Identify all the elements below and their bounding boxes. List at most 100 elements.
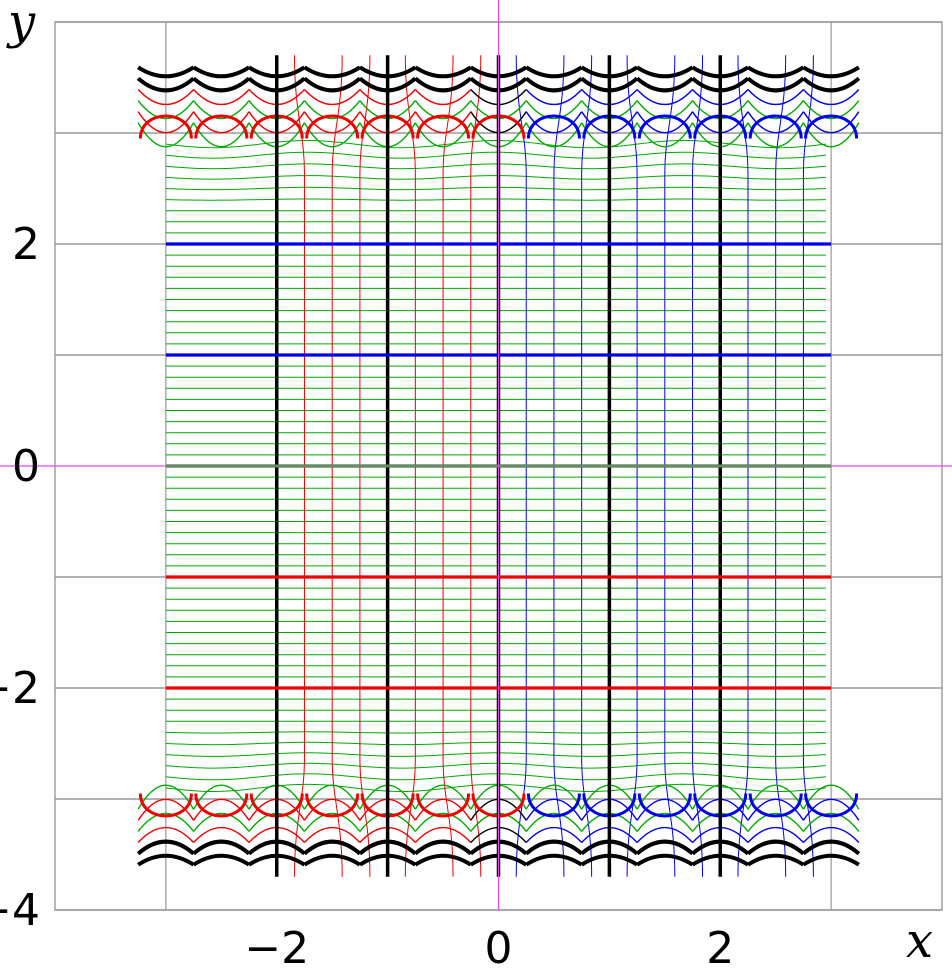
edge-arc — [802, 839, 861, 856]
edge-arc — [192, 122, 250, 148]
edge-arc — [193, 89, 250, 105]
edge-arc — [136, 839, 195, 856]
edge-arc — [746, 853, 805, 867]
coordinate-axes — [0, 0, 952, 910]
edge-arc — [192, 65, 251, 79]
x-tick-label: 2 — [706, 923, 734, 969]
edge-arc — [802, 100, 860, 120]
edge-arc — [802, 784, 860, 810]
y-tick-label: 2 — [12, 219, 40, 270]
edge-arc — [192, 76, 251, 93]
edge-arc — [414, 76, 473, 93]
edge-arc — [303, 853, 361, 867]
edge-arc — [137, 111, 195, 134]
x-axis-label: x — [906, 913, 933, 969]
edge-arc — [137, 784, 195, 810]
separatrix-loop — [637, 793, 692, 818]
edge-arc — [747, 111, 804, 134]
edge-arc — [802, 89, 860, 105]
green-contour-line — [165, 151, 826, 159]
edge-arc — [137, 827, 195, 843]
edge-arc — [137, 89, 195, 105]
edge-arc — [636, 784, 694, 810]
edge-arc — [137, 100, 195, 120]
edge-arc — [303, 111, 361, 134]
separatrix-loop — [194, 114, 249, 139]
separatrix-loop — [526, 114, 581, 139]
edge-arc — [137, 65, 195, 79]
edge-arc — [636, 111, 694, 134]
separatrix-loop — [804, 793, 859, 818]
edge-arc — [802, 111, 860, 134]
edge-arc — [137, 812, 195, 832]
green-contour-line — [165, 731, 826, 734]
separatrix-loop — [138, 793, 193, 818]
edge-arc — [525, 827, 583, 843]
x-tick-label: −2 — [244, 923, 309, 969]
edge-arc — [525, 853, 583, 867]
edge-arc — [747, 784, 805, 810]
edge-arc — [525, 784, 583, 810]
edge-arc — [303, 65, 361, 79]
y-axis-label: y — [6, 0, 36, 50]
edge-arc — [414, 839, 473, 856]
edge-arc — [802, 798, 860, 821]
edge-arc — [137, 122, 195, 148]
tick-labels: −2 0 2 2 0 −2 −4 — [0, 219, 734, 969]
green-contour-line — [165, 752, 826, 757]
edge-arc — [636, 827, 694, 843]
green-contour-line — [165, 175, 826, 180]
separatrix-loop — [804, 114, 859, 139]
separatrix-loop — [416, 114, 471, 139]
edge-arc — [136, 76, 195, 93]
separatrix-loop — [637, 114, 692, 139]
edge-arc — [747, 100, 804, 120]
edge-arc — [303, 827, 361, 843]
separatrix-loop — [748, 793, 803, 818]
y-tick-label: −2 — [0, 663, 40, 714]
edge-arc — [636, 812, 694, 832]
edge-arc — [525, 100, 583, 120]
edge-arc — [802, 76, 861, 93]
separatrix-loop — [138, 114, 193, 139]
edge-arc — [193, 100, 250, 120]
edge-arc — [414, 65, 472, 79]
edge-arc — [636, 65, 694, 79]
edge-arc — [636, 853, 694, 867]
edge-arc — [303, 798, 361, 821]
edge-arc — [802, 812, 860, 832]
edge-arc — [525, 111, 583, 134]
edge-arc — [524, 839, 583, 856]
edge-arc — [303, 839, 362, 856]
edge-arc — [635, 839, 694, 856]
edge-arc — [747, 122, 805, 148]
separatrix-loop — [526, 793, 581, 818]
green-contour-line — [165, 741, 826, 746]
edge-arc — [192, 784, 250, 810]
y-tick-label: −4 — [0, 885, 40, 936]
edge-arc — [303, 812, 361, 832]
edge-arc — [747, 798, 804, 821]
edge-arc — [635, 76, 694, 93]
edge-arc — [747, 89, 804, 105]
edge-arc — [747, 812, 804, 832]
edge-arc — [525, 812, 583, 832]
edge-arc — [747, 827, 804, 843]
edge-arc — [192, 853, 251, 867]
edge-arc — [802, 65, 860, 79]
edge-arc — [525, 65, 583, 79]
edge-arc — [303, 100, 361, 120]
separatrix-loop — [748, 114, 803, 139]
edge-arc — [524, 76, 583, 93]
edge-arc — [414, 798, 472, 821]
edge-arc — [636, 122, 694, 148]
separatrix-loop — [305, 114, 360, 139]
green-contour-line — [165, 773, 826, 781]
edge-arc — [303, 784, 361, 810]
edge-arc — [525, 798, 583, 821]
edge-arc — [414, 812, 472, 832]
green-contour-line — [165, 186, 826, 191]
edge-arc — [802, 853, 860, 867]
green-contour-line — [165, 198, 826, 201]
edge-arc — [303, 76, 362, 93]
